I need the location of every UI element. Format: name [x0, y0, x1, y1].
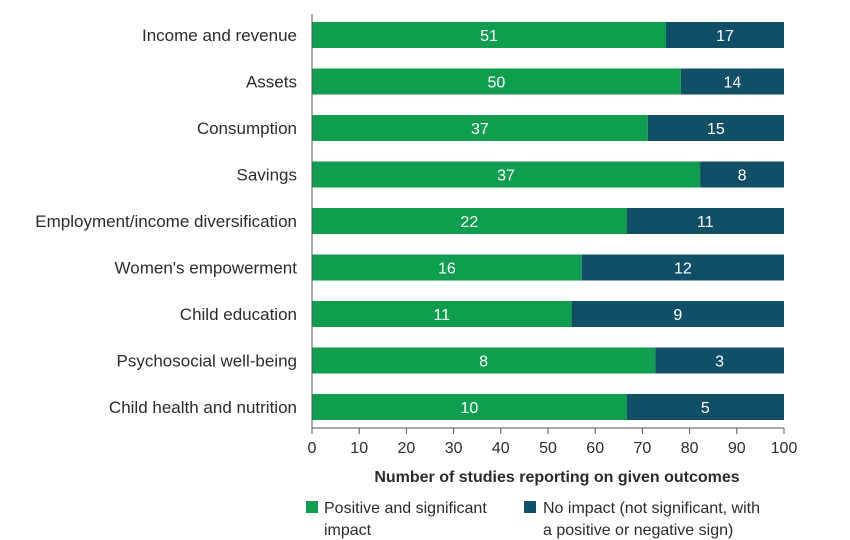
bar-no-impact [700, 161, 784, 188]
bar-positive [312, 161, 701, 188]
category-label: Child health and nutrition [109, 398, 297, 417]
bar-value-positive: 37 [497, 168, 515, 185]
x-axis-title: Number of studies reporting on given out… [374, 469, 739, 486]
bar-value-no-impact: 12 [674, 261, 692, 278]
bar-value-positive: 37 [471, 121, 489, 138]
category-label: Consumption [197, 119, 297, 138]
bar-positive [312, 254, 582, 281]
bar-value-no-impact: 3 [715, 354, 724, 371]
category-label: Assets [246, 73, 297, 92]
bar-value-positive: 10 [460, 400, 478, 417]
bar-value-no-impact: 9 [673, 307, 682, 324]
bar-value-no-impact: 15 [707, 121, 725, 138]
bar-positive [312, 301, 572, 327]
bar-no-impact [680, 68, 784, 95]
x-tick-label: 90 [728, 440, 746, 457]
bar-no-impact [626, 208, 784, 234]
bar-positive [312, 347, 656, 374]
x-tick-label: 0 [308, 440, 317, 457]
bar-value-no-impact: 17 [716, 28, 734, 45]
bar-no-impact [571, 301, 784, 327]
bars-group: Income and revenue 51 17 Assets 50 14 Consumpt… [35, 22, 784, 420]
category-label: Women's empowerment [115, 259, 298, 278]
category-label: Income and revenue [142, 26, 297, 45]
category-label: Child education [180, 305, 297, 324]
bar-no-impact [647, 115, 784, 141]
x-tick-label: 50 [539, 440, 557, 457]
category-label: Savings [237, 166, 297, 185]
bar-positive [312, 68, 681, 95]
bar-value-positive: 16 [438, 261, 456, 278]
x-tick-label: 80 [681, 440, 699, 457]
bar-value-positive: 11 [433, 307, 450, 324]
x-tick-label: 100 [771, 440, 798, 457]
legend-swatch-positive [306, 501, 318, 513]
x-axis: 0 10 20 30 40 50 60 70 80 90 100 [308, 14, 798, 457]
bar-no-impact [655, 347, 784, 374]
bar-value-no-impact: 11 [697, 214, 714, 231]
x-tick-label: 70 [634, 440, 652, 457]
bar-no-impact [626, 394, 784, 420]
bar-positive [312, 208, 627, 234]
bar-no-impact [666, 22, 784, 48]
bar-value-positive: 8 [479, 354, 488, 371]
legend-label-positive-line1: Positive and significant [324, 500, 487, 517]
bar-positive [312, 115, 648, 141]
legend-label-positive-line2: impact [324, 522, 372, 539]
bar-value-positive: 51 [480, 28, 498, 45]
bar-positive [312, 22, 666, 48]
x-tick-label: 60 [586, 440, 604, 457]
x-tick-label: 10 [350, 440, 368, 457]
x-tick-label: 40 [492, 440, 510, 457]
category-label: Employment/income diversification [35, 212, 297, 231]
bar-positive [312, 394, 627, 420]
legend-label-no-impact-line1: No impact (not significant, with [543, 500, 760, 517]
bar-value-positive: 50 [487, 75, 505, 92]
bar-value-no-impact: 8 [738, 168, 747, 185]
x-tick-label: 30 [445, 440, 463, 457]
bar-value-no-impact: 5 [701, 400, 710, 417]
legend: Positive and significant impact No impac… [306, 500, 760, 539]
legend-swatch-no-impact [524, 501, 536, 513]
category-label: Psychosocial well-being [117, 352, 297, 371]
x-tick-label: 20 [398, 440, 416, 457]
bar-value-no-impact: 14 [723, 75, 741, 92]
bar-no-impact [581, 254, 784, 281]
legend-label-no-impact-line2: a positive or negative sign) [543, 522, 733, 539]
bar-value-positive: 22 [460, 214, 478, 231]
